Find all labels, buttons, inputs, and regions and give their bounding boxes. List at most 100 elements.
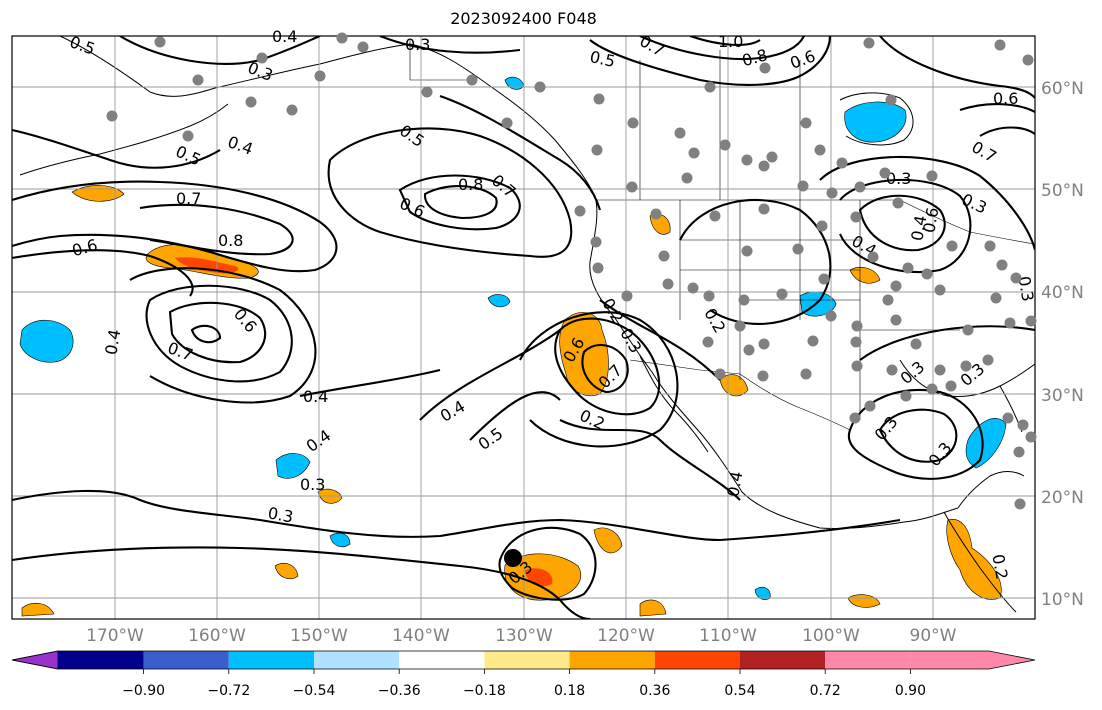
colorbar-segment: [143, 651, 229, 669]
blue-patch-subtropics: [275, 453, 311, 479]
lat-label-30n: 30°N: [1041, 386, 1084, 406]
political-borders: [409, 40, 1035, 431]
station-marker: [890, 314, 902, 326]
lon-label-160w: 160°W: [188, 626, 246, 646]
station-marker: [674, 127, 686, 139]
red-patch-west-jet: [175, 257, 239, 274]
station-marker: [807, 335, 819, 347]
contour-line: [12, 249, 194, 297]
station-marker: [996, 259, 1008, 271]
contour-line: [379, 36, 521, 54]
contour-line: [959, 103, 1035, 113]
station-marker: [714, 368, 726, 380]
station-marker: [687, 282, 699, 294]
contour-line: [878, 408, 958, 463]
contour-line: [581, 343, 629, 394]
hudson-bay: [839, 92, 914, 146]
station-marker: [590, 236, 602, 248]
lon-label-100w: 100°W: [802, 626, 860, 646]
colorbar-tick-label: 0.72: [810, 683, 841, 699]
blue-patch-west: [19, 319, 74, 363]
station-marker: [990, 292, 1002, 304]
station-marker: [182, 130, 194, 142]
contour-label: 0.3: [300, 475, 325, 494]
contour-line: [423, 185, 498, 220]
station-marker: [851, 320, 863, 332]
contour-line: [554, 317, 661, 416]
station-marker: [982, 354, 994, 366]
blue-patch-small-3: [329, 532, 351, 548]
contour-label: 0.6: [919, 206, 942, 234]
station-marker: [734, 320, 746, 332]
colorbar: −0.90 −0.72 −0.54 −0.36 −0.18 0.18 0.36 …: [11, 650, 1036, 699]
colorbar-segment: [314, 651, 400, 669]
contour-label: 0.4: [101, 328, 124, 356]
colorbar-tick-label: −0.90: [122, 683, 165, 699]
station-marker: [867, 251, 879, 263]
blue-patch-hudson: [844, 101, 907, 143]
contour-line: [679, 199, 832, 325]
colorbar-tick-label: 0.18: [554, 683, 585, 699]
station-marker: [245, 96, 257, 108]
station-marker: [800, 368, 812, 380]
station-marker: [702, 336, 714, 348]
station-marker: [758, 160, 770, 172]
station-marker: [792, 243, 804, 255]
contour-label: 0.4: [907, 214, 930, 242]
station-marker: [863, 37, 875, 49]
station-marker: [962, 324, 974, 336]
contour-line: [599, 299, 721, 381]
lat-label-20n: 20°N: [1041, 488, 1084, 508]
station-marker: [1017, 419, 1029, 431]
contour-line: [589, 36, 832, 86]
contour-line: [12, 489, 901, 542]
station-marker: [1025, 315, 1037, 327]
gulf-coast: [899, 359, 1035, 397]
colorbar-min-extension: [11, 650, 59, 670]
colorbar-segment: [484, 651, 570, 669]
colorbar-tick-label: −0.36: [378, 683, 421, 699]
station-marker: [621, 290, 633, 302]
colorbar-segment: [740, 651, 826, 669]
colorbar-segment: [569, 651, 655, 669]
station-marker: [704, 81, 716, 93]
station-marker: [890, 280, 902, 292]
station-marker: [757, 370, 769, 382]
contour-label: 0.8: [218, 231, 243, 250]
contour-line: [689, 36, 761, 46]
province-border-4: [409, 40, 470, 81]
colorbar-tick-label: 0.36: [639, 683, 670, 699]
contour-line: [129, 267, 317, 404]
station-marker: [106, 110, 118, 122]
lat-label-40n: 40°N: [1041, 283, 1084, 303]
contour-line: [559, 419, 741, 501]
contour-label: 0.3: [886, 169, 911, 188]
contour-line: [139, 203, 294, 256]
lon-label-130w: 130°W: [495, 626, 553, 646]
contour-line: [190, 324, 222, 344]
lon-label-110w: 110°W: [699, 626, 757, 646]
orange-patch-small-4: [21, 602, 55, 617]
lon-label-120w: 120°W: [597, 626, 655, 646]
yucatan: [957, 471, 1025, 509]
contour-label: 0.5: [588, 47, 617, 71]
colorbar-tick-label: 0.90: [895, 683, 926, 699]
station-marker: [864, 400, 876, 412]
contour-line: [419, 329, 561, 421]
contour-line: [439, 95, 602, 211]
contour-line: [469, 391, 561, 441]
station-marker: [850, 336, 862, 348]
station-marker: [1002, 412, 1014, 424]
station-marker: [741, 154, 753, 166]
station-marker: [892, 197, 904, 209]
contour-label: 0.7: [176, 189, 201, 208]
lon-label-140w: 140°W: [392, 626, 450, 646]
station-marker: [818, 273, 830, 285]
colorbar-segment: [58, 651, 144, 669]
colorbar-segment: [654, 651, 740, 669]
station-marker: [850, 211, 862, 223]
lat-label-60n: 60°N: [1041, 79, 1084, 99]
contour-line: [299, 368, 441, 398]
station-marker: [816, 220, 828, 232]
